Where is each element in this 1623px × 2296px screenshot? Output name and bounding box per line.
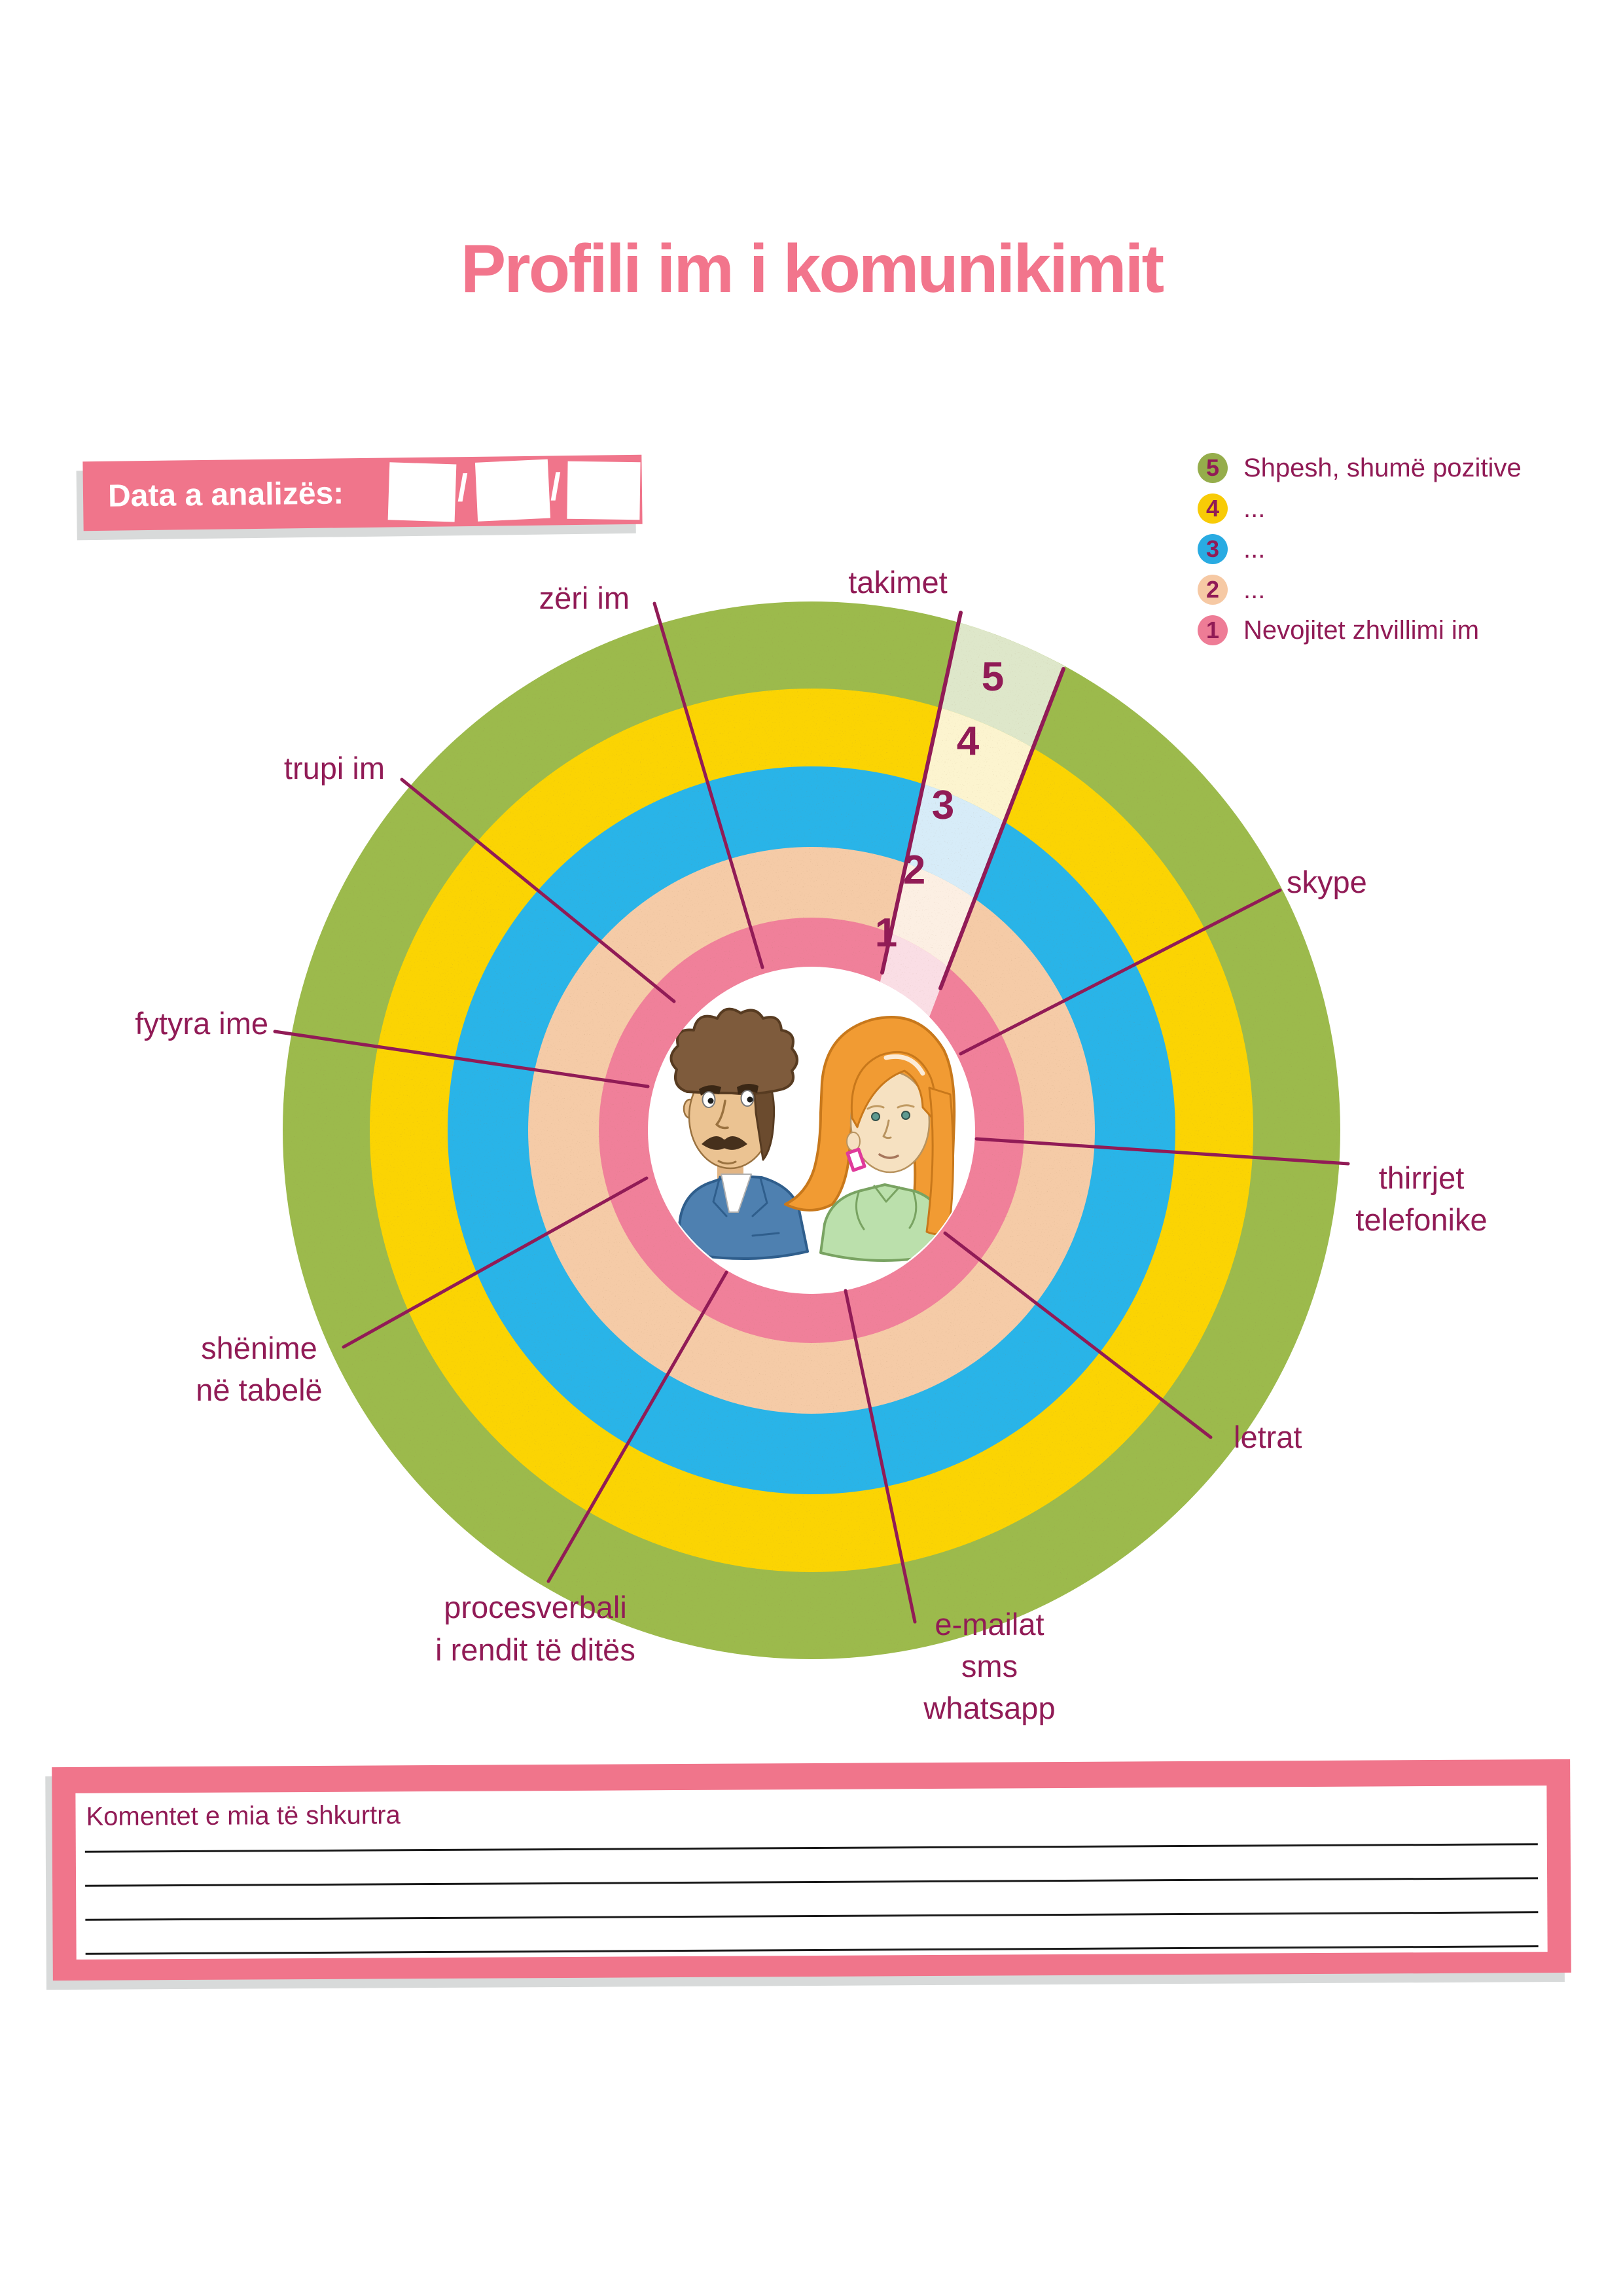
comments-box: Komentet e mia të shkurtra — [52, 1759, 1571, 1981]
label-connectors — [273, 601, 1350, 1624]
man-hair — [669, 1007, 798, 1096]
scale-number-3: 3 — [932, 783, 954, 828]
comment-writing-line[interactable] — [85, 1911, 1539, 1921]
wheel-label-sms: sms — [961, 1649, 1018, 1683]
comments-area[interactable]: Komentet e mia të shkurtra — [75, 1785, 1548, 1960]
wheel-label-telefonike: telefonike — [1355, 1202, 1487, 1237]
spoke-thirrjet — [974, 1137, 1350, 1166]
spoke-skype — [959, 888, 1282, 1056]
spoke-fytyra-ime — [273, 1030, 650, 1088]
page-title: Profili im i komunikimit — [460, 231, 1164, 307]
spoke-shenime — [342, 1176, 649, 1349]
spoke-procesverbali — [546, 1270, 728, 1583]
wedge-border-right — [938, 667, 1065, 990]
wheel-label-thirrjet: thirrjet — [1379, 1160, 1465, 1195]
woman-eyebrows — [866, 1104, 915, 1110]
spoke-letrat — [943, 1231, 1213, 1439]
comment-writing-line[interactable] — [85, 1945, 1539, 1955]
legend-badge-2: 2 — [1198, 575, 1228, 605]
legend-badge-4: 4 — [1198, 493, 1228, 524]
scale-number-5: 5 — [982, 655, 1004, 700]
man-shirt — [721, 1174, 752, 1213]
woman-earring — [846, 1147, 866, 1172]
comment-writing-line[interactable] — [84, 1843, 1538, 1853]
wheel-label-skype: skype — [1287, 865, 1367, 899]
man-mustache — [702, 1136, 747, 1150]
spoke-zeri-im — [652, 601, 764, 969]
legend-row-3: 3 ... — [1198, 534, 1265, 564]
wheel-label-fytyra-ime: fytyra ime — [135, 1006, 268, 1041]
scale-number-4: 4 — [957, 719, 980, 764]
center-illustration — [669, 1007, 956, 1262]
woman-eye — [901, 1111, 910, 1120]
legend-row-4: 4 ... — [1198, 493, 1265, 524]
comments-title: Komentet e mia të shkurtra — [86, 1801, 401, 1831]
spoke-trupi-im — [400, 778, 676, 1003]
scale-number-1: 1 — [875, 910, 897, 956]
legend-row-2: 2 ... — [1198, 575, 1265, 605]
woman-hair-highlight — [883, 1054, 925, 1076]
wheel-label-whatsapp: whatsapp — [923, 1691, 1055, 1725]
man-illustration — [669, 1007, 809, 1260]
wedge-border-left — [880, 611, 963, 975]
man-pupil — [707, 1098, 714, 1104]
wheel-label-emailat: e-mailat — [935, 1607, 1044, 1641]
man-jacket — [674, 1174, 809, 1260]
legend-label-4: ... — [1243, 493, 1266, 523]
wheel-label-rendit: i rendit të ditës — [435, 1632, 635, 1667]
legend-label-5: Shpesh, shumë pozitive — [1243, 453, 1522, 482]
wheel-label-procesverbali: procesverbali — [444, 1590, 627, 1624]
man-chin — [717, 1160, 737, 1165]
wheel-label-ne-tabele: në tabelë — [196, 1372, 322, 1407]
woman-mouth — [878, 1153, 899, 1159]
legend-badge-1: 1 — [1198, 615, 1228, 645]
woman-collar — [855, 1185, 918, 1230]
wheel-labels: takimet zëri im trupi im skype fytyra im… — [135, 565, 1487, 1725]
legend-row-5: 5 Shpesh, shumë pozitive — [1198, 453, 1522, 483]
woman-nose — [882, 1119, 892, 1139]
wheel-label-letrat: letrat — [1234, 1420, 1302, 1454]
legend-row-1: 1 Nevojitet zhvillimi im — [1198, 615, 1479, 645]
scale-numbers: 5 4 3 2 1 — [875, 655, 1004, 956]
wheel-label-zeri-im: zëri im — [539, 581, 630, 615]
man-eyebrow — [737, 1083, 758, 1094]
legend-label-2: ... — [1243, 575, 1266, 604]
man-pupil — [747, 1096, 753, 1103]
legend-badge-3: 3 — [1198, 534, 1228, 564]
legend-label-3: ... — [1243, 534, 1266, 564]
wheel-label-trupi-im: trupi im — [284, 751, 385, 785]
man-lapels — [712, 1175, 780, 1237]
comment-writing-line[interactable] — [85, 1877, 1539, 1887]
legend-badge-5: 5 — [1198, 453, 1228, 483]
wheel-label-takimet: takimet — [848, 565, 948, 600]
spoke-emailat — [844, 1289, 917, 1624]
man-nose — [715, 1100, 729, 1130]
legend-label-1: Nevojitet zhvillimi im — [1243, 615, 1480, 645]
woman-illustration — [784, 1016, 956, 1262]
wheel-label-shenime: shënime — [201, 1331, 317, 1365]
woman-eye — [871, 1112, 880, 1121]
scale-number-2: 2 — [903, 848, 925, 893]
